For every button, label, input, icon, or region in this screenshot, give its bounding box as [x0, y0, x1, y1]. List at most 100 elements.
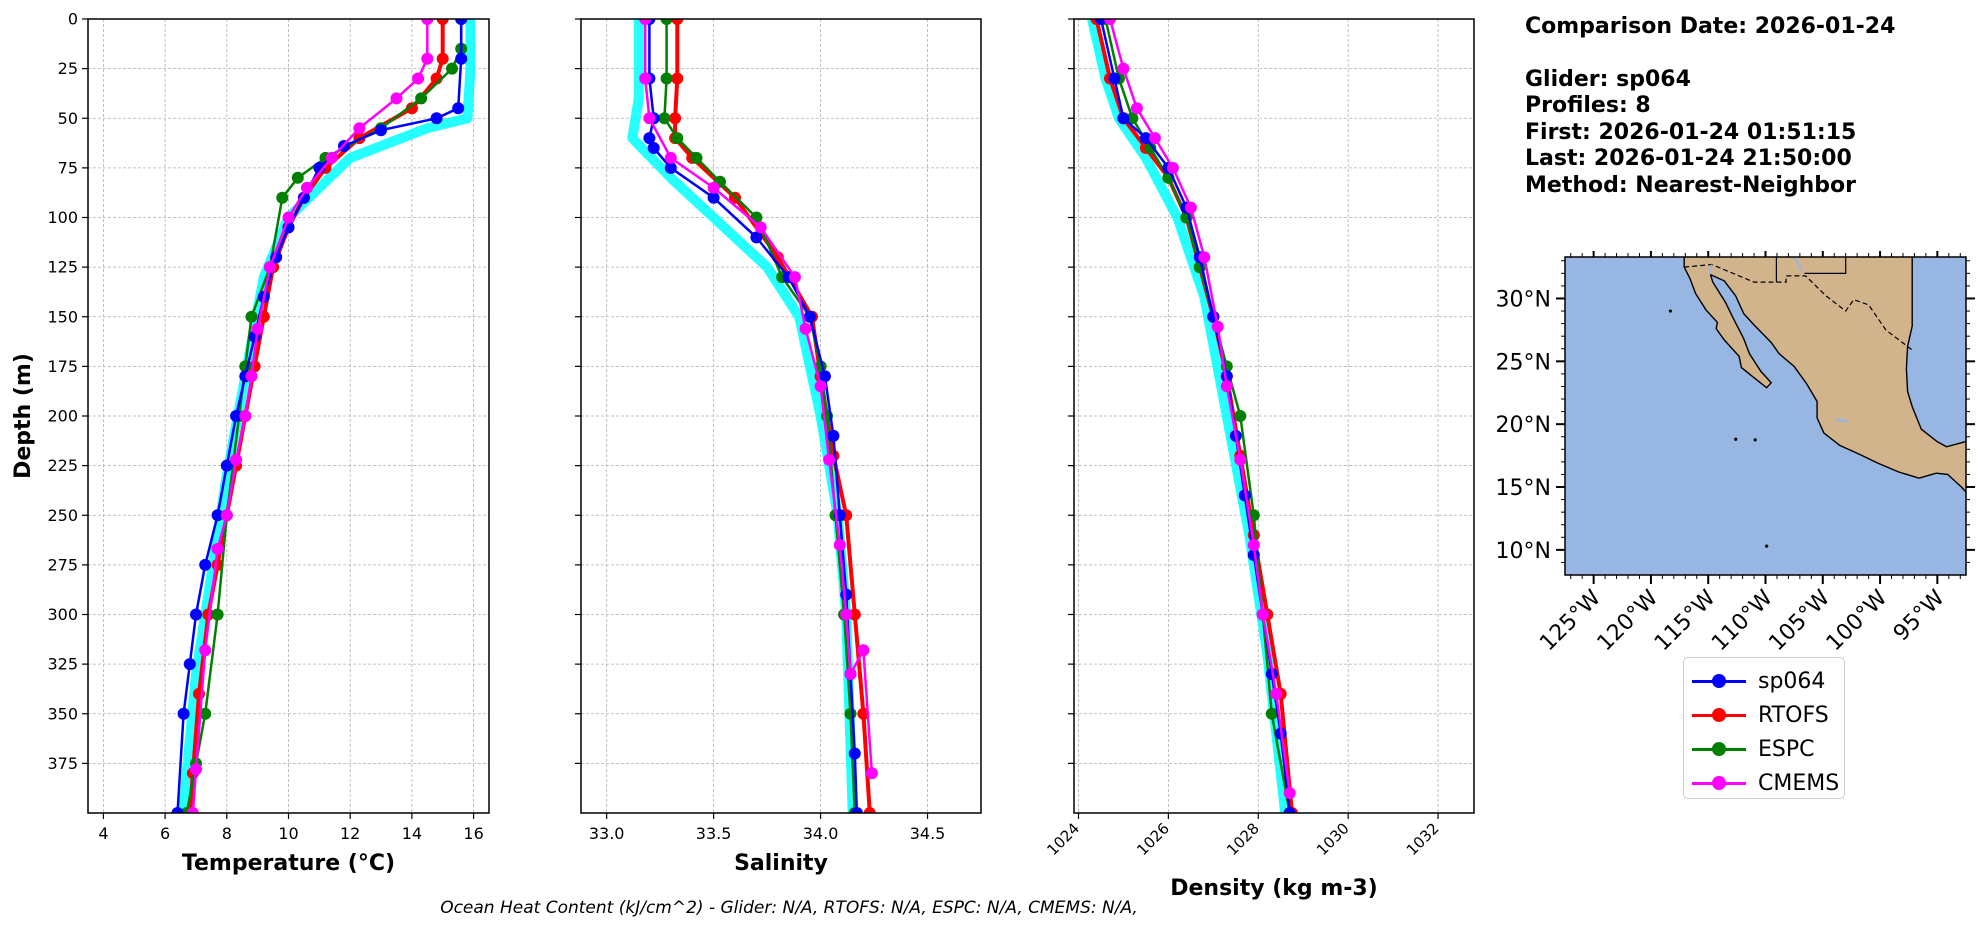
x-tick-label: 1028 — [1223, 819, 1263, 859]
data-point-sp064 — [1108, 72, 1121, 85]
y-tick-label: 50 — [58, 109, 78, 128]
data-point-sp064 — [827, 429, 840, 442]
data-point-espc — [446, 62, 458, 75]
data-point-cmems — [823, 453, 836, 466]
map-lat-label: 10°N — [1496, 539, 1551, 564]
legend-item-sp064: sp064 — [1684, 664, 1844, 698]
data-point-cmems — [390, 92, 403, 105]
x-tick-label: 33.0 — [589, 824, 625, 843]
x-tick-label: 8 — [222, 824, 232, 843]
data-point-cmems — [1166, 161, 1179, 174]
y-tick-label: 275 — [47, 555, 78, 574]
data-point-cmems — [754, 221, 767, 234]
y-tick-label: 325 — [47, 655, 78, 674]
data-point-sp064 — [190, 608, 202, 621]
comparison-info: Comparison Date: 2026-01-24 Glider: sp064… — [1525, 14, 1895, 199]
data-point-cmems — [1198, 251, 1211, 264]
data-point-cmems — [1283, 787, 1296, 800]
plot-area — [627, 19, 878, 813]
data-point-sp064 — [211, 509, 224, 522]
data-point-cmems — [1130, 102, 1143, 115]
data-point-sp064 — [199, 558, 212, 571]
profile-panel-3: 1024 1026 1028 1030 1032 Density (kg m-3) — [1043, 18, 1475, 901]
data-point-cmems — [1270, 687, 1283, 700]
island-marker — [1668, 309, 1673, 313]
data-point-cmems — [190, 763, 202, 776]
map-lon-label: 115°W — [1650, 585, 1721, 656]
data-point-sp064 — [1117, 112, 1130, 125]
data-point-espc — [1265, 707, 1278, 720]
x-tick-label: 1026 — [1133, 819, 1173, 859]
ocean-heat-content-footer: Ocean Heat Content (kJ/cm^2) - Glider: N… — [440, 898, 1138, 918]
data-point-cmems — [799, 322, 812, 335]
comparison-date: Comparison Date: 2026-01-24 — [1525, 14, 1896, 39]
data-point-sp064 — [230, 410, 243, 422]
data-point-sp064 — [1247, 549, 1260, 561]
data-point-cmems — [239, 410, 252, 422]
state-boundaries — [1775, 257, 1847, 283]
island-marker — [1765, 544, 1769, 548]
data-point-sp064 — [1283, 807, 1296, 813]
data-point-cmems — [211, 543, 224, 555]
legend-item-rtofs: RTOFS — [1684, 698, 1844, 732]
data-point-espc — [690, 151, 703, 164]
series-cmems — [639, 19, 878, 780]
data-point-cmems — [1117, 62, 1130, 75]
data-point-espc — [1126, 112, 1139, 125]
x-tick-label: 34.0 — [803, 824, 839, 843]
plot-area — [171, 19, 476, 813]
data-point-cmems — [245, 370, 258, 383]
data-point-sp064 — [850, 807, 863, 813]
data-point-cmems — [1247, 539, 1260, 551]
legend-swatch-sp064 — [1692, 671, 1746, 691]
data-point-cmems — [643, 112, 656, 125]
gulf-of-mexico — [1905, 257, 1966, 448]
data-point-cmems — [1256, 608, 1269, 621]
data-point-cmems — [1184, 201, 1197, 214]
map-lat-label: 25°N — [1496, 350, 1551, 375]
data-point-sp064 — [840, 588, 853, 601]
y-tick-label: 350 — [47, 704, 78, 723]
legend: sp064 RTOFS ESPC CMEMS — [1683, 657, 1845, 799]
first-time: First: 2026-01-24 01:51:15 — [1525, 119, 1857, 145]
river-rio-grande — [1793, 257, 1804, 272]
data-point-cmems — [251, 322, 264, 335]
data-point-sp064 — [750, 231, 763, 244]
data-point-cmems — [282, 211, 295, 224]
x-axis-label: Density (kg m-3) — [1170, 876, 1378, 901]
x-axis-label: Temperature (°C) — [182, 851, 395, 876]
map-lon-label: 105°W — [1764, 585, 1835, 656]
map-lon-label: 125°W — [1535, 585, 1606, 656]
data-point-espc — [660, 72, 673, 85]
legend-label-rtofs: RTOFS — [1758, 702, 1829, 728]
profiles-count: Profiles: 8 — [1525, 93, 1651, 118]
series-cmems — [1104, 19, 1296, 800]
data-point-rtofs — [848, 608, 861, 621]
data-point-sp064 — [375, 124, 387, 137]
x-tick-label: 33.5 — [696, 824, 732, 843]
map-lon-label: 110°W — [1707, 585, 1778, 656]
data-point-cmems — [707, 181, 720, 194]
series-cmems — [186, 19, 434, 813]
map-content — [1668, 257, 1966, 548]
data-point-sp064 — [171, 807, 184, 813]
data-point-cmems — [220, 509, 233, 522]
y-tick-label: 250 — [47, 506, 78, 525]
map-lat-label: 15°N — [1496, 476, 1551, 501]
data-point-cmems — [833, 539, 846, 551]
data-point-sp064 — [647, 142, 660, 154]
data-point-cmems — [1148, 132, 1161, 145]
x-tick-label: 14 — [402, 824, 422, 843]
mexico-landmass — [1683, 257, 1966, 494]
legend-label-sp064: sp064 — [1758, 668, 1826, 694]
x-tick-label: 4 — [98, 824, 108, 843]
data-point-espc — [658, 112, 671, 125]
y-tick-label: 125 — [47, 258, 78, 277]
data-point-cmems — [664, 151, 677, 164]
y-tick-label: 175 — [47, 357, 78, 376]
data-point-cmems — [788, 271, 801, 284]
data-point-espc — [660, 19, 673, 25]
x-tick-label: 34.5 — [910, 824, 946, 843]
